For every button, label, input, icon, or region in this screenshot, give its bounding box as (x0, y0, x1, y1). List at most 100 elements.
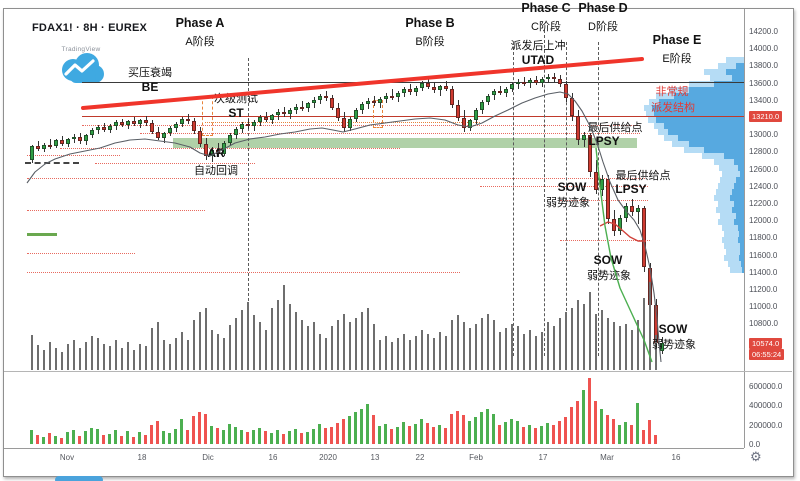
volume-profile-row-light (724, 231, 744, 237)
price-tick: 13000.0 (749, 130, 778, 140)
annotation-cn: 买压衰竭 (128, 67, 172, 79)
volume-profile-row-dark (678, 135, 744, 141)
main-volume-bar (115, 340, 117, 370)
candle (228, 135, 232, 143)
volume-profile-row-dark (689, 87, 744, 93)
annotation-bold: SOW (658, 322, 688, 336)
main-volume-bar (451, 320, 453, 370)
candle (192, 121, 196, 131)
price-tick: 10800.0 (749, 319, 778, 329)
annotation-cn: 次级测试 (214, 93, 258, 105)
bottom-volume-bar (570, 407, 573, 444)
volume-profile-row-dark (714, 81, 744, 87)
phase-boundary-dashed-line (598, 42, 599, 356)
bottom-volume-bar (438, 424, 441, 444)
bottom-volume-bar (498, 424, 501, 444)
candle (294, 106, 298, 111)
candle (558, 79, 562, 85)
candle (168, 128, 172, 134)
candle (570, 98, 574, 117)
bottom-volume-bar (132, 437, 135, 444)
main-volume-bar (151, 328, 153, 370)
bottom-volume-bar (354, 412, 357, 444)
bottom-volume-bar (192, 415, 195, 444)
main-volume-bar (55, 348, 57, 370)
red-dotted-level-line (60, 148, 400, 149)
main-volume-bar (307, 326, 309, 370)
volume-profile-row-dark (730, 195, 744, 201)
horizontal-level-line (82, 82, 744, 83)
main-volume-bar (415, 336, 417, 370)
bottom-volume-bar (246, 432, 249, 444)
candle (534, 80, 538, 83)
candle (270, 115, 274, 120)
red-dotted-level-line (27, 178, 645, 179)
annotation-cn: A阶段 (185, 36, 215, 48)
bottom-volume-bar (654, 435, 657, 444)
bottom-volume-bar (156, 420, 159, 444)
main-volume-bar (337, 320, 339, 370)
chart-canvas[interactable]: Phase A A阶段 Phase B B阶段 Phase C C阶段 Phase D D阶段… (0, 0, 744, 448)
volume-profile-row-dark (732, 207, 744, 213)
main-volume-bar (97, 338, 99, 370)
volume-profile-row-dark (664, 123, 744, 129)
annotation-cn: 弱势迹象 (652, 339, 696, 351)
bottom-volume-bar (30, 429, 33, 444)
main-volume-bar (439, 332, 441, 370)
price-tick: 12000.0 (749, 216, 778, 226)
volume-profile-row-dark (738, 237, 744, 243)
volume-profile-row-dark (741, 261, 744, 267)
volume-profile-row-dark (668, 129, 744, 135)
price-tick: 13400.0 (749, 95, 778, 105)
candle (96, 127, 100, 130)
main-volume-bar (265, 330, 267, 370)
bottom-volume-bar (288, 431, 291, 444)
volume-profile-row-dark (740, 243, 744, 249)
annotation-cn: E阶段 (662, 53, 692, 65)
price-tick: 11400.0 (749, 267, 778, 277)
green-segment (27, 233, 57, 236)
candle (468, 120, 472, 129)
settings-gear-icon[interactable]: ⚙ (750, 449, 762, 464)
time-tick: Nov (59, 453, 75, 462)
bottom-volume-bar (396, 426, 399, 444)
volume-profile-row-dark (704, 147, 744, 153)
candle (336, 107, 340, 118)
pane-separator[interactable] (4, 371, 792, 372)
volume-profile-row-dark (732, 75, 744, 81)
candle (456, 104, 460, 118)
time-tick: Dic (202, 453, 214, 462)
volume-profile-row-dark (738, 165, 744, 171)
volume-profile-row-light (722, 225, 744, 231)
bottom-volume-bar (126, 431, 129, 444)
main-volume-bar (637, 320, 639, 370)
bottom-volume-bar (528, 424, 531, 444)
candle (432, 86, 436, 91)
candle (498, 91, 502, 94)
annotation-phase: Phase B (405, 16, 455, 30)
price-axis[interactable]: 14200.0 14000.0 13800.0 13600.0 13400.0 13000… (744, 9, 793, 449)
volume-profile-row-light (716, 189, 744, 195)
time-tick: 13 (370, 453, 380, 462)
volume-profile-row-dark (739, 255, 744, 261)
main-volume-bar (649, 282, 651, 370)
volume-profile-row-dark (734, 183, 744, 189)
last-price-label: 10574.0 (749, 337, 783, 349)
bottom-volume-bar (48, 433, 51, 444)
main-volume-bar (523, 334, 525, 370)
volume-profile-row-dark (659, 99, 744, 105)
bottom-volume-bar (174, 428, 177, 444)
dashed-highlight-box (202, 96, 213, 136)
volume-profile-row-dark (736, 177, 744, 183)
volume-profile-row-light (724, 255, 744, 261)
main-volume-bar (355, 318, 357, 370)
main-volume-bar (169, 344, 171, 370)
volume-tick: 0.0 (749, 440, 761, 449)
bottom-volume-bar (150, 424, 153, 444)
volume-profile-row-light (722, 171, 744, 177)
time-axis[interactable]: Nov 18 Dic 16 2020 13 22 Feb 17 Mar 16 (4, 448, 744, 469)
tradingview-logo-text: TradingView (61, 46, 101, 53)
bottom-volume-bar (600, 409, 603, 444)
candle (84, 135, 88, 142)
main-volume-bar (469, 328, 471, 370)
